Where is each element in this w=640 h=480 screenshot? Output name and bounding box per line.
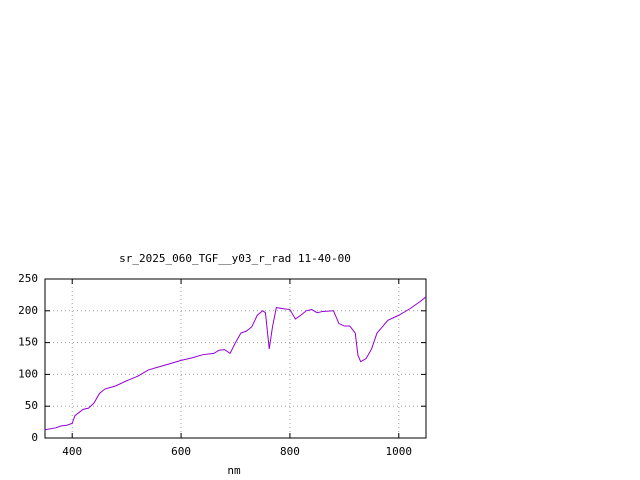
- data-line: [44, 296, 427, 431]
- y-tick-label: 50: [25, 399, 38, 412]
- x-axis-label: nm: [227, 464, 241, 477]
- y-tick-label: 250: [18, 272, 38, 285]
- y-tick-label: 150: [18, 336, 38, 349]
- y-tick-label: 0: [31, 431, 38, 444]
- x-tick-label: 400: [62, 445, 82, 458]
- y-tick-label: 200: [18, 304, 38, 317]
- chart-title: sr_2025_060_TGF__y03_r_rad 11-40-00: [119, 252, 351, 265]
- x-tick-label: 1000: [386, 445, 413, 458]
- x-tick-label: 800: [280, 445, 300, 458]
- plot-border: [44, 278, 427, 439]
- y-tick-label: 100: [18, 367, 38, 380]
- x-tick-label: 600: [171, 445, 191, 458]
